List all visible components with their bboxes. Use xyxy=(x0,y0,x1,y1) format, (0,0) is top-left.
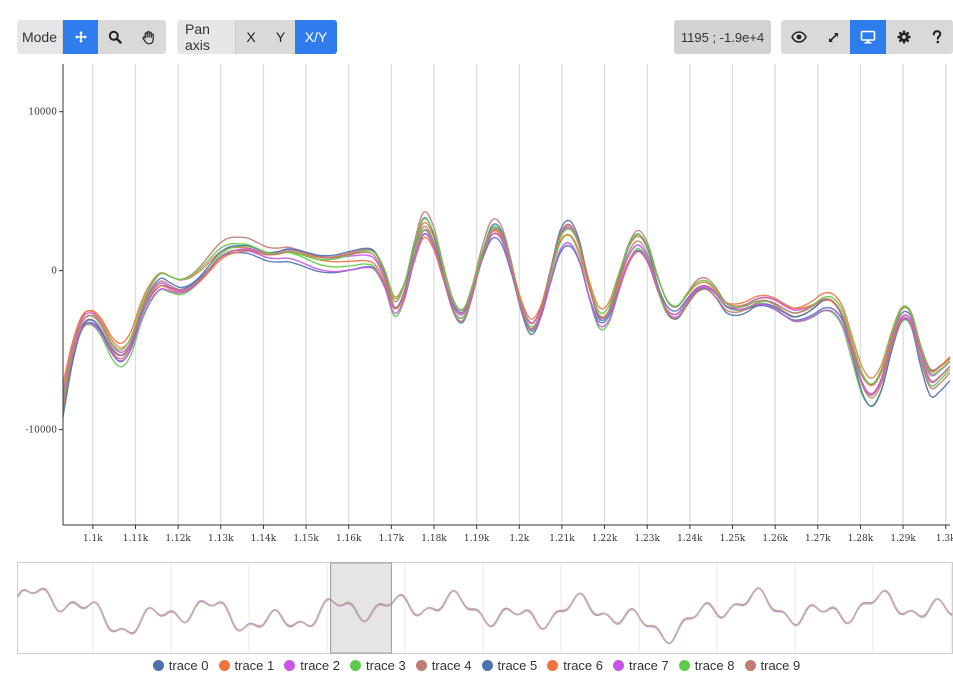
move-icon xyxy=(74,31,87,43)
legend-label: trace 5 xyxy=(497,657,538,673)
zoom-mode-button[interactable] xyxy=(98,20,131,54)
legend-marker xyxy=(152,659,164,671)
overview-gridlines xyxy=(92,563,952,653)
x-tick-label: 1.22k xyxy=(592,534,618,544)
legend-label: trace 3 xyxy=(366,657,406,673)
series-lines xyxy=(62,211,951,417)
pan-axis-label: Pan axis xyxy=(177,20,236,54)
mode-button-group: Mode xyxy=(17,20,166,54)
x-tick-label: 1.26k xyxy=(762,534,788,544)
legend-item[interactable]: trace 6 xyxy=(547,658,603,673)
x-tick-label: 1.27k xyxy=(805,534,831,544)
help-button[interactable] xyxy=(921,20,953,54)
legend-marker xyxy=(218,659,230,671)
legend-label: trace 8 xyxy=(694,657,735,673)
legend-label: trace 6 xyxy=(563,657,603,673)
series-line xyxy=(62,211,951,410)
legend-marker xyxy=(613,659,624,671)
x-tick-label: 1.14k xyxy=(251,534,277,544)
view-button-group xyxy=(781,20,953,54)
x-tick-label: 1.13k xyxy=(208,534,234,544)
hand-icon xyxy=(141,30,154,44)
y-tick-label: 0 xyxy=(51,267,57,277)
pan-xy-button[interactable]: X/Y xyxy=(295,20,337,54)
toolbar: Mode Pan axis X Y X/Y 1195 ; -1.9e+4 xyxy=(0,20,953,54)
legend-item[interactable]: trace 4 xyxy=(415,657,472,673)
x-tick-label: 1.11k xyxy=(123,534,149,544)
help-icon xyxy=(932,30,942,44)
series-line xyxy=(62,224,951,404)
legend-item[interactable]: trace 1 xyxy=(218,657,275,673)
expand-icon xyxy=(828,32,838,42)
eye-icon xyxy=(790,31,807,43)
monitor-icon xyxy=(860,30,876,44)
legend-marker xyxy=(350,659,361,671)
legend-marker xyxy=(481,659,493,671)
pan-x-button[interactable]: X xyxy=(236,20,266,54)
legend-label: trace 2 xyxy=(300,657,340,673)
fullscreen-button[interactable] xyxy=(816,20,850,54)
x-tick-label: 1.25k xyxy=(720,534,746,544)
legend-label: trace 1 xyxy=(234,657,275,673)
legend-item[interactable]: trace 0 xyxy=(152,657,209,673)
x-tick-label: 1.12k xyxy=(165,534,191,544)
legend-item[interactable]: trace 9 xyxy=(744,657,801,673)
settings-button[interactable] xyxy=(886,20,921,54)
legend-label: trace 9 xyxy=(760,657,801,673)
display-button[interactable] xyxy=(850,20,886,54)
legend-marker xyxy=(678,659,690,671)
legend-item[interactable]: trace 7 xyxy=(613,658,669,673)
x-tick-label: 1.21k xyxy=(549,534,575,544)
x-tick-label: 1.28k xyxy=(848,534,874,544)
x-tick-label: 1.2k xyxy=(509,534,529,544)
x-tick-label: 1.15k xyxy=(293,534,319,544)
series-line xyxy=(62,217,951,399)
legend-item[interactable]: trace 8 xyxy=(678,657,735,673)
x-tick-label: 1.23k xyxy=(634,534,660,544)
move-mode-button[interactable] xyxy=(63,20,98,54)
x-tick-label: 1.29k xyxy=(890,534,916,544)
legend-marker xyxy=(284,659,296,671)
legend-item[interactable]: trace 5 xyxy=(481,657,538,673)
legend-marker xyxy=(744,659,756,671)
x-tick-label: 1.1k xyxy=(83,534,103,544)
pan-y-button[interactable]: Y xyxy=(266,20,295,54)
overview-frame xyxy=(17,562,953,654)
overview-navigator[interactable] xyxy=(17,562,953,654)
legend-item[interactable]: trace 2 xyxy=(284,658,340,673)
gear-icon xyxy=(897,30,910,44)
legend-marker xyxy=(415,659,427,671)
mode-label: Mode xyxy=(17,20,63,54)
overview-selection-window[interactable] xyxy=(330,562,392,654)
x-tick-label: 1.19k xyxy=(464,534,490,544)
legend: trace 0 trace 1 trace 2 trace 3 trace 4 trace… xyxy=(0,657,953,673)
overview-series-line xyxy=(17,587,953,645)
y-axis-ticks: 10000 0 -10000 xyxy=(25,108,63,436)
y-tick-label: -10000 xyxy=(25,426,57,436)
pan-mode-button[interactable] xyxy=(131,20,166,54)
y-tick-label: 10000 xyxy=(28,108,57,118)
pan-axis-button-group: Pan axis X Y X/Y xyxy=(177,20,337,54)
x-axis-ticks: 1.1k 1.11k 1.12k 1.13k 1.14k 1.15k 1.16k 1.17k 1… xyxy=(83,525,953,544)
legend-item[interactable]: trace 3 xyxy=(350,658,406,673)
visibility-button[interactable] xyxy=(781,20,816,54)
x-tick-label: 1.17k xyxy=(379,534,405,544)
x-tick-label: 1.16k xyxy=(336,534,362,544)
legend-label: trace 0 xyxy=(168,657,209,673)
x-tick-label: 1.18k xyxy=(421,534,447,544)
zoom-icon xyxy=(108,30,122,44)
legend-label: trace 7 xyxy=(629,657,669,673)
x-tick-label: 1.24k xyxy=(677,534,703,544)
legend-label: trace 4 xyxy=(431,657,472,673)
overview-series-lines xyxy=(17,587,953,645)
legend-marker xyxy=(547,659,559,671)
x-tick-label: 1.3k xyxy=(936,534,953,544)
coordinate-readout: 1195 ; -1.9e+4 xyxy=(674,20,771,54)
